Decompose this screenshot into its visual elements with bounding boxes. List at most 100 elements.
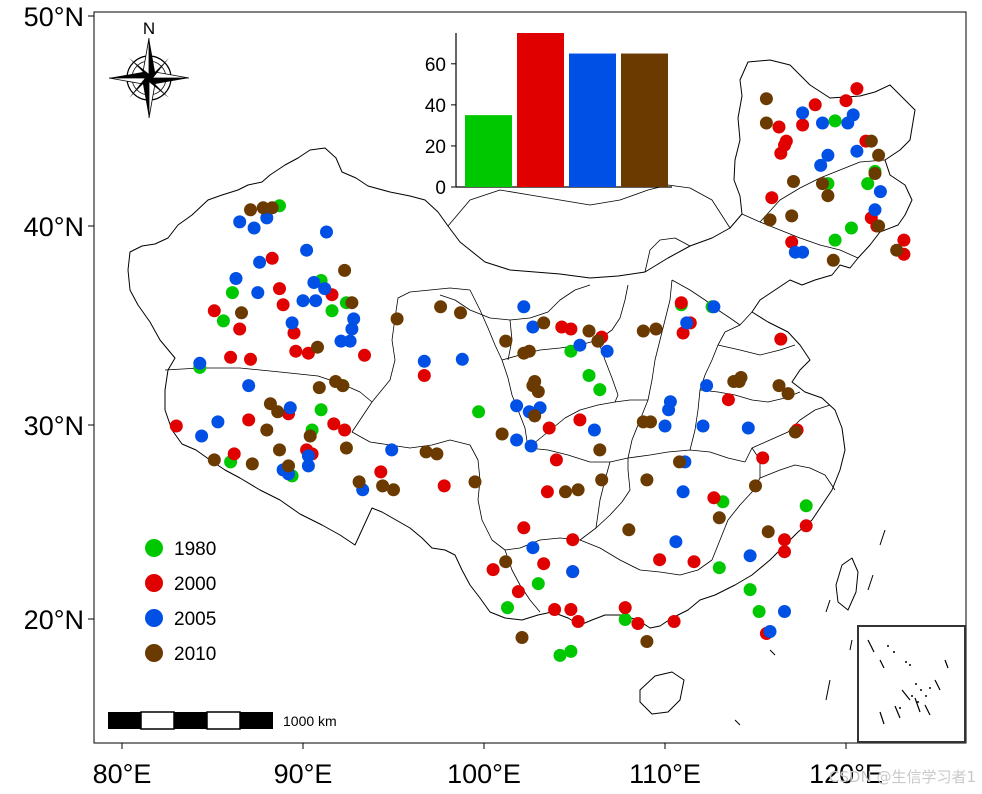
site-point-2005 <box>300 243 314 257</box>
bar-chart-inset: 0 20 40 60 <box>425 33 672 199</box>
scale-bar-segment <box>174 712 207 729</box>
site-point-2010 <box>788 425 802 439</box>
bar-1980 <box>465 115 512 187</box>
site-point-1980 <box>531 577 545 591</box>
site-point-2000 <box>571 615 585 628</box>
legend-label-1980: 1980 <box>174 539 216 560</box>
site-point-2005 <box>195 429 209 443</box>
scale-bar-segment <box>240 712 273 729</box>
site-point-2000 <box>707 491 721 505</box>
site-point-2010 <box>312 381 326 395</box>
site-point-2000 <box>327 417 341 431</box>
site-point-2010 <box>868 167 882 180</box>
bar-chart-y-tick-20: 20 <box>425 137 446 158</box>
site-point-2010 <box>772 379 786 393</box>
site-point-2010 <box>640 635 654 648</box>
x-tick-label-110: 110°E <box>629 759 701 789</box>
site-point-2005 <box>233 215 247 229</box>
site-point-2000 <box>244 352 257 366</box>
watermark: CSDN @生信学习者1 <box>829 768 976 786</box>
site-point-2010 <box>495 427 509 441</box>
site-point-2005 <box>283 401 297 415</box>
site-point-2010 <box>468 475 482 489</box>
site-point-2010 <box>336 379 350 393</box>
site-point-2000 <box>374 465 388 479</box>
site-point-2010 <box>593 443 607 457</box>
site-point-2005 <box>318 282 332 296</box>
site-point-2005 <box>741 421 755 435</box>
site-point-2010 <box>345 296 359 310</box>
scale-bar-segment <box>140 711 175 730</box>
site-point-2000 <box>850 82 864 96</box>
site-point-2005 <box>700 379 714 393</box>
site-point-2010 <box>872 219 886 233</box>
site-point-2000 <box>549 453 563 467</box>
site-point-2010 <box>537 316 551 330</box>
site-point-2010 <box>499 555 513 569</box>
site-point-2005 <box>846 108 860 122</box>
site-point-2005 <box>814 158 828 172</box>
site-point-2005 <box>193 356 207 370</box>
site-point-2005 <box>662 403 676 417</box>
bar-chart-y-tick-60: 60 <box>425 55 446 76</box>
site-point-1980 <box>712 561 726 575</box>
x-tick-label-80: 80°E <box>93 759 152 789</box>
site-point-2000 <box>511 585 525 599</box>
site-point-2005 <box>517 300 531 314</box>
site-point-2010 <box>673 455 686 469</box>
inset-frame <box>857 625 966 743</box>
inset-islands <box>867 639 949 725</box>
site-point-2000 <box>756 451 770 465</box>
site-point-1980 <box>828 114 842 128</box>
site-point-1980 <box>553 648 567 662</box>
site-point-2010 <box>622 523 636 537</box>
bar-2010 <box>621 53 668 188</box>
site-point-2000 <box>548 603 562 616</box>
site-point-2000 <box>289 344 303 358</box>
site-point-2000 <box>674 296 688 310</box>
site-point-2010 <box>890 243 904 257</box>
site-point-2010 <box>826 253 840 267</box>
site-point-2010 <box>712 511 726 525</box>
compass-rose-icon <box>108 37 190 119</box>
site-point-2000 <box>667 615 681 628</box>
site-point-2000 <box>540 485 554 499</box>
site-point-2005 <box>343 334 357 348</box>
site-point-2005 <box>816 116 829 130</box>
scale-bar-segment <box>108 712 141 729</box>
site-point-1980 <box>743 583 757 597</box>
site-point-2005 <box>229 272 243 285</box>
site-point-2005 <box>526 320 540 334</box>
site-point-2000 <box>779 134 793 148</box>
legend-label-2000: 2000 <box>174 574 216 595</box>
site-point-2005 <box>573 338 587 352</box>
site-point-1980 <box>314 403 328 417</box>
site-point-2005 <box>868 203 882 217</box>
site-point-2010 <box>591 334 605 348</box>
site-point-1980 <box>828 233 842 247</box>
site-point-2005 <box>778 605 791 618</box>
site-point-2000 <box>276 298 290 312</box>
site-point-2000 <box>287 326 301 340</box>
site-point-2005 <box>285 316 299 330</box>
scale-bar: 1000 km <box>108 711 337 730</box>
site-point-2000 <box>653 553 667 567</box>
site-point-1980 <box>501 601 514 615</box>
site-point-2005 <box>510 399 524 413</box>
site-point-2000 <box>618 601 632 615</box>
site-point-2010 <box>376 479 390 493</box>
site-point-2010 <box>759 92 773 106</box>
site-point-2005 <box>600 344 614 358</box>
site-point-2010 <box>339 441 353 455</box>
site-point-2000 <box>273 282 286 296</box>
site-point-2010 <box>636 324 650 338</box>
site-point-2010 <box>352 475 366 489</box>
site-point-2000 <box>687 555 701 569</box>
site-point-2005 <box>307 276 321 289</box>
site-points <box>169 82 911 662</box>
legend-label-2010: 2010 <box>174 644 216 665</box>
site-point-2010 <box>872 148 886 162</box>
site-point-2010 <box>522 344 536 358</box>
site-point-2010 <box>454 306 467 320</box>
